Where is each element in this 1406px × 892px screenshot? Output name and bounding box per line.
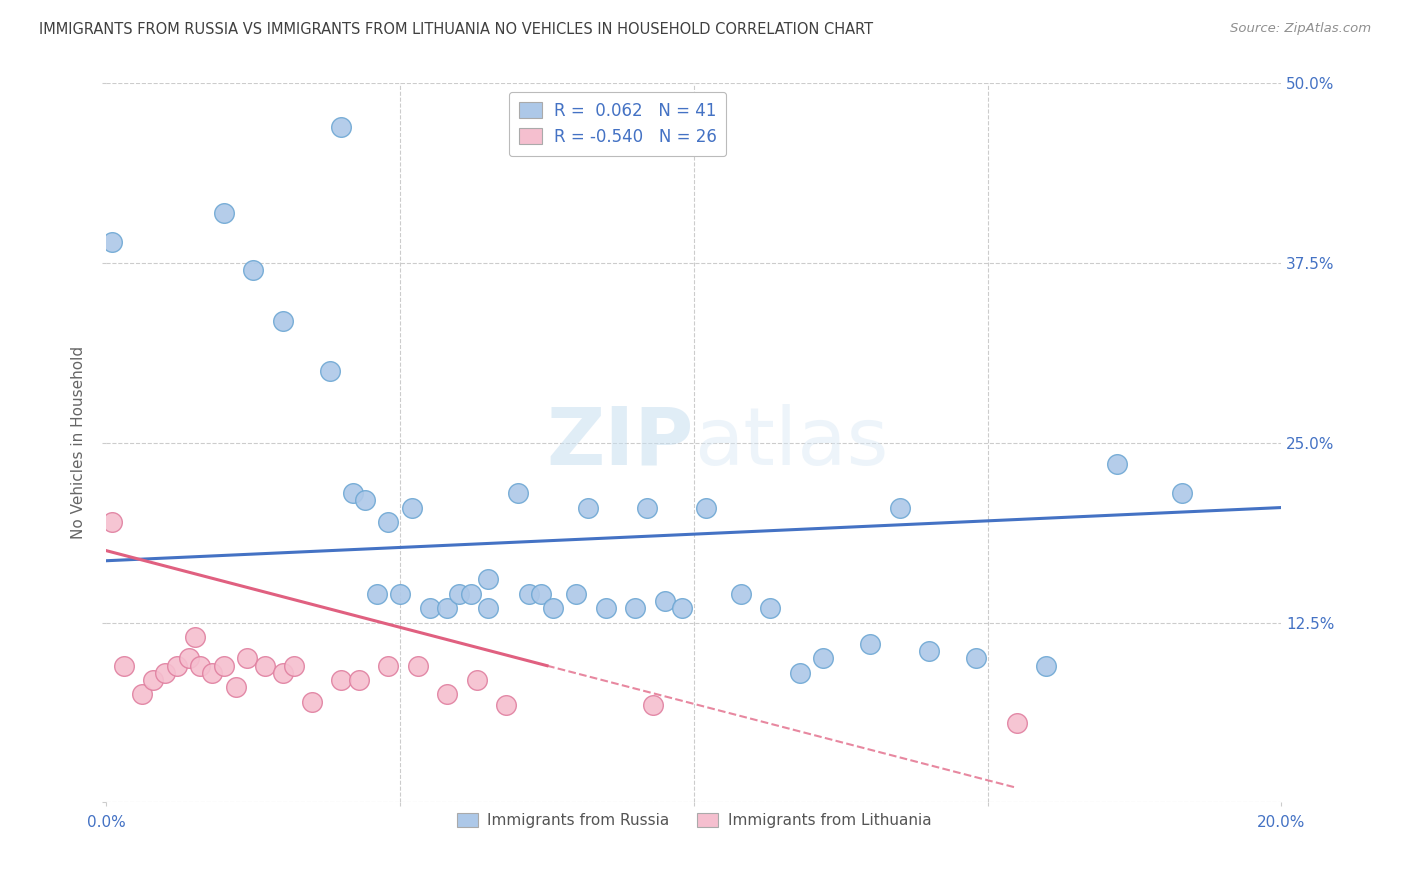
Point	[859, 637, 882, 651]
Point	[1035, 658, 1057, 673]
Point	[177, 651, 200, 665]
Point	[541, 601, 564, 615]
Point	[330, 673, 353, 687]
Point	[142, 673, 165, 687]
Point	[636, 500, 658, 515]
Point	[377, 658, 399, 673]
Point	[418, 601, 440, 615]
Point	[624, 601, 647, 615]
Point	[153, 665, 176, 680]
Point	[460, 587, 482, 601]
Point	[342, 486, 364, 500]
Point	[389, 587, 412, 601]
Text: atlas: atlas	[695, 404, 889, 482]
Point	[101, 515, 124, 529]
Point	[465, 673, 488, 687]
Point	[1005, 716, 1028, 731]
Point	[201, 665, 224, 680]
Point	[654, 594, 676, 608]
Point	[253, 658, 276, 673]
Point	[1170, 486, 1192, 500]
Point	[695, 500, 717, 515]
Point	[965, 651, 987, 665]
Point	[166, 658, 188, 673]
Point	[183, 630, 205, 644]
Point	[730, 587, 752, 601]
Point	[789, 665, 811, 680]
Point	[354, 493, 377, 508]
Point	[641, 698, 664, 712]
Point	[377, 515, 399, 529]
Point	[347, 673, 370, 687]
Point	[759, 601, 782, 615]
Point	[595, 601, 617, 615]
Point	[447, 587, 470, 601]
Point	[519, 587, 541, 601]
Point	[1105, 458, 1128, 472]
Point	[330, 120, 353, 134]
Point	[671, 601, 693, 615]
Point	[477, 573, 499, 587]
Point	[318, 364, 340, 378]
Point	[301, 695, 323, 709]
Point	[530, 587, 553, 601]
Point	[131, 688, 153, 702]
Point	[576, 500, 599, 515]
Point	[401, 500, 423, 515]
Point	[225, 680, 247, 694]
Point	[236, 651, 259, 665]
Point	[242, 263, 264, 277]
Text: Source: ZipAtlas.com: Source: ZipAtlas.com	[1230, 22, 1371, 36]
Point	[366, 587, 388, 601]
Point	[436, 601, 458, 615]
Point	[112, 658, 135, 673]
Point	[889, 500, 911, 515]
Point	[406, 658, 429, 673]
Legend: Immigrants from Russia, Immigrants from Lithuania: Immigrants from Russia, Immigrants from …	[450, 806, 938, 834]
Text: IMMIGRANTS FROM RUSSIA VS IMMIGRANTS FROM LITHUANIA NO VEHICLES IN HOUSEHOLD COR: IMMIGRANTS FROM RUSSIA VS IMMIGRANTS FRO…	[39, 22, 873, 37]
Point	[565, 587, 588, 601]
Point	[495, 698, 517, 712]
Text: ZIP: ZIP	[547, 404, 695, 482]
Point	[271, 665, 294, 680]
Point	[212, 658, 235, 673]
Point	[283, 658, 305, 673]
Point	[477, 601, 499, 615]
Point	[190, 658, 212, 673]
Point	[506, 486, 529, 500]
Point	[918, 644, 941, 658]
Point	[271, 313, 294, 327]
Point	[212, 206, 235, 220]
Point	[101, 235, 124, 249]
Y-axis label: No Vehicles in Household: No Vehicles in Household	[72, 346, 86, 540]
Point	[811, 651, 834, 665]
Point	[436, 688, 458, 702]
